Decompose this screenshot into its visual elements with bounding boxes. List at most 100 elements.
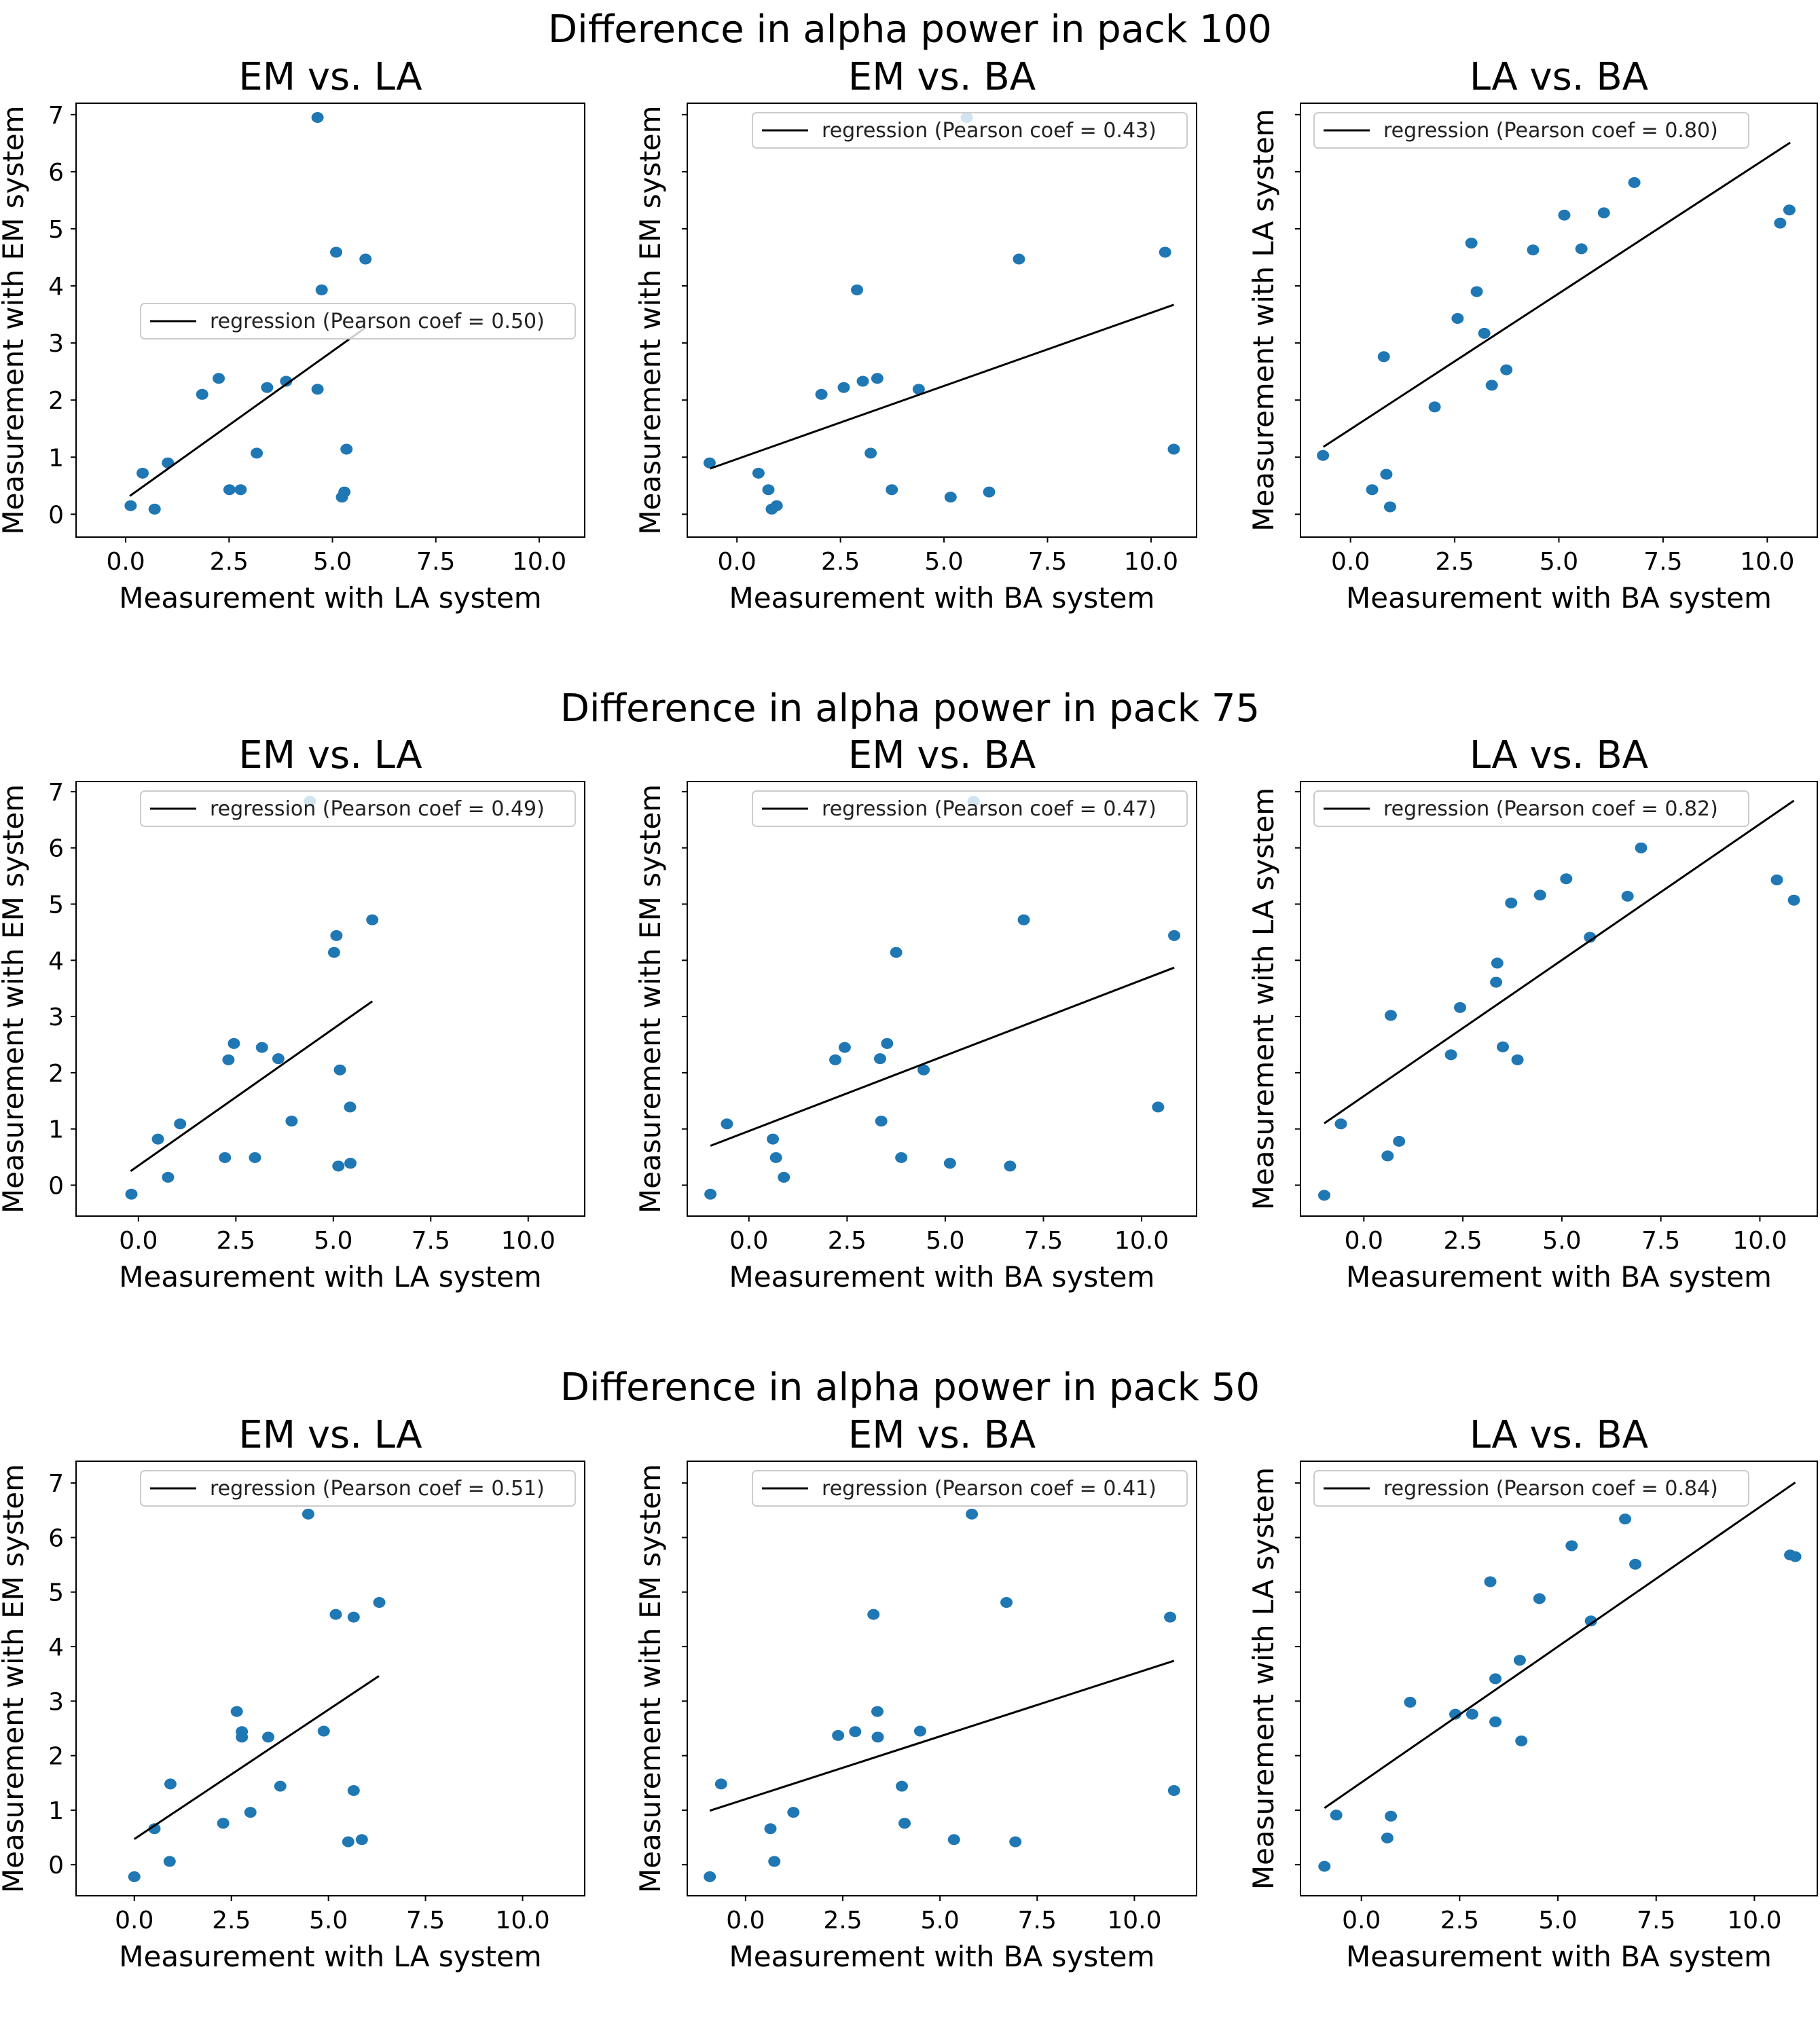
data-point [1366,484,1379,496]
data-point [217,1818,230,1829]
regression-line [130,1000,374,1172]
subplot-title: EM vs. LA [238,733,422,777]
data-point [1635,842,1648,854]
axes-frame [1300,781,1818,1217]
plot-area [128,1508,386,1882]
data-point [1505,897,1518,909]
data-point [1511,1054,1524,1065]
y-axis-label: Measurement with EM system [634,105,667,534]
data-point [895,1152,908,1163]
data-point [1783,204,1796,216]
data-point [366,914,379,925]
y-tick-label: 2 [48,387,64,415]
subplot-title: EM vs. LA [238,1413,422,1457]
regression-line [1324,1482,1796,1809]
x-tick-label: 10.0 [1124,548,1178,576]
data-point [1527,244,1540,256]
data-point [898,1818,911,1829]
data-point [1393,1135,1406,1147]
axes-frame [1300,1461,1818,1896]
data-point [1385,1810,1398,1822]
data-point [255,1042,268,1053]
subplot-6: LA vs. BA 0.0 2.5 5.0 7.5 10.0 Measurement wit… [1247,733,1818,1293]
data-point [1466,1708,1478,1720]
data-point [223,484,236,496]
data-point [347,1785,360,1797]
legend-box [140,1470,576,1507]
y-tick-label: 6 [48,835,64,863]
data-point [864,447,877,459]
x-tick-label: 7.5 [1643,548,1682,576]
y-axis-label: Measurement with LA system [1247,1467,1280,1890]
data-point [871,1731,884,1743]
y-tick-label: 3 [48,1688,64,1716]
x-axis-label: Measurement with BA system [729,1940,1155,1973]
data-point [1489,1716,1502,1727]
x-tick-label: 2.5 [1440,1907,1479,1934]
data-point [174,1118,187,1130]
regression-line [1322,141,1791,448]
data-point [762,484,775,496]
data-point [767,1133,780,1145]
data-point [347,1611,360,1623]
data-point [896,1780,909,1792]
y-tick-label: 3 [48,1004,64,1031]
x-axis-label: Measurement with BA system [729,1260,1155,1293]
data-point [359,253,372,265]
data-point [261,382,274,393]
data-point [330,930,343,941]
data-point [1454,1002,1467,1013]
legend-box [1313,790,1749,827]
legend: regression (Pearson coef = 0.49) [140,790,576,827]
axes-frame [75,781,585,1217]
data-point [917,1064,930,1076]
data-point [234,484,247,496]
x-tick-label: 7.5 [1018,1907,1057,1934]
subplot-title: EM vs. BA [848,1413,1036,1457]
x-tick-label: 5.0 [921,1907,960,1934]
data-point [764,1823,777,1835]
data-point [1377,351,1390,363]
y-tick-label: 5 [48,1579,64,1607]
plot-area [125,795,379,1200]
data-point [344,1158,357,1169]
data-point [274,1780,287,1792]
data-point [1017,914,1030,925]
data-point [1167,1785,1180,1797]
regression-line [710,966,1175,1147]
subplot-title: LA vs. BA [1470,55,1648,99]
subplot-5: EM vs. BA 0.0 2.5 5.0 7.5 10.0 Measurement wit… [634,733,1197,1293]
data-point [837,382,850,393]
x-tick-label: 0.0 [1331,548,1370,576]
data-point [330,246,343,258]
data-point [1489,1673,1502,1685]
data-point [1490,976,1503,988]
x-tick-label: 10.0 [495,1907,549,1934]
legend-label: regression (Pearson coef = 0.82) [1383,797,1718,821]
data-point [1470,286,1483,297]
legend: regression (Pearson coef = 0.50) [140,303,576,340]
data-point [714,1778,727,1790]
x-tick-label: 10.0 [1727,1907,1781,1934]
data-point [1597,207,1610,219]
data-point [333,1064,346,1076]
data-point [1009,1836,1022,1848]
y-tick-label: 6 [48,159,64,187]
x-tick-label: 10.0 [501,1227,556,1255]
data-point [1500,364,1513,375]
data-point [1380,469,1393,480]
data-point [1515,1735,1528,1746]
legend: regression (Pearson coef = 0.51) [140,1470,576,1507]
data-point [703,457,716,469]
axes-frame [687,781,1197,1217]
data-point [1621,890,1634,902]
legend-box [752,790,1188,827]
axes-frame [687,103,1197,538]
data-point [148,503,161,515]
x-tick-label: 7.5 [1641,1227,1680,1255]
data-point [311,384,324,395]
data-point [1451,312,1464,324]
plot-area [703,112,1180,515]
data-point [768,1856,781,1867]
data-point [332,1160,345,1172]
